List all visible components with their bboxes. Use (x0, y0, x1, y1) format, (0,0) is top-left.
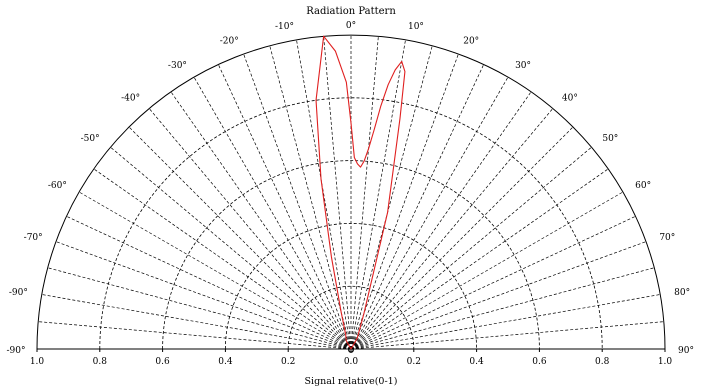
grid-spoke (38, 321, 352, 350)
grid-spoke (47, 267, 352, 350)
series-layer (315, 35, 406, 350)
angle-label: -50° (81, 134, 100, 144)
x-axis-label: Signal relative(0-1) (305, 376, 398, 387)
grid-spoke (350, 36, 379, 350)
grid-ring (162, 160, 540, 350)
tick-label: 1.0 (658, 357, 673, 367)
grid-spoke (350, 294, 661, 350)
grid-spoke (41, 294, 352, 350)
grid-spoke (350, 215, 636, 350)
angle-label: -90° (7, 346, 26, 356)
outer-arc (36, 34, 666, 350)
angle-label: 20° (463, 37, 479, 47)
grid-spoke (350, 53, 459, 350)
angle-label: -60° (48, 181, 67, 191)
angle-label: 80° (674, 288, 690, 298)
grid-spoke (350, 168, 609, 350)
grid-spoke (323, 36, 352, 350)
grid-spoke (55, 241, 352, 350)
grid-spoke (350, 126, 574, 350)
tick-label: 1.0 (30, 357, 45, 367)
grid-spoke (350, 76, 509, 350)
grid-spoke (350, 39, 406, 350)
grid-spoke (193, 76, 352, 350)
angle-label: 30° (515, 61, 531, 71)
angle-label: 60° (635, 181, 651, 191)
grid-spoke (350, 45, 433, 350)
grid-spoke (66, 215, 352, 350)
tick-label: 0.8 (93, 357, 108, 367)
angle-label: 0° (346, 21, 356, 31)
grid-spoke (350, 91, 532, 350)
grid-spoke (110, 146, 352, 350)
labels: Radiation Pattern Signal relative(0-1) -… (7, 6, 694, 387)
angle-label: 90° (678, 346, 694, 356)
grid-spoke (350, 241, 647, 350)
grid-spoke (350, 321, 664, 350)
angle-label: 10° (408, 22, 424, 32)
angle-label: -20° (220, 37, 239, 47)
tick-label: 0.8 (595, 357, 610, 367)
chart-title: Radiation Pattern (306, 6, 396, 17)
angle-label: 70° (659, 233, 675, 243)
angle-label: -30° (168, 61, 187, 71)
grid-spoke (296, 39, 352, 350)
angle-label: -70° (24, 233, 43, 243)
grid-spoke (148, 108, 352, 350)
grid-spoke (350, 146, 592, 350)
tick-label: 0.0 (344, 357, 359, 367)
grid-spoke (128, 126, 352, 350)
angle-label: 40° (562, 94, 578, 104)
angle-label: -90° (9, 288, 28, 298)
grid-spoke (350, 267, 655, 350)
tick-label: 0.4 (469, 357, 484, 367)
series-line (315, 35, 406, 350)
grid-spoke (78, 191, 352, 350)
grid-ring (99, 97, 603, 350)
angle-label: -40° (121, 94, 140, 104)
angle-label: 50° (602, 134, 618, 144)
grid-spoke (217, 64, 352, 350)
grid-spoke (93, 168, 352, 350)
tick-label: 0.2 (281, 357, 295, 367)
angle-label: -10° (275, 22, 294, 32)
grid-spoke (269, 45, 352, 350)
grid-spoke (350, 64, 485, 350)
grid (36, 34, 666, 353)
tick-label: 0.4 (218, 357, 233, 367)
grid-spoke (170, 91, 352, 350)
tick-label: 0.6 (155, 357, 170, 367)
grid-spoke (350, 108, 554, 350)
origin-marker (348, 347, 354, 353)
tick-label: 0.6 (532, 357, 547, 367)
grid-spoke (350, 191, 624, 350)
tick-label: 0.2 (407, 357, 421, 367)
grid-spoke (243, 53, 352, 350)
